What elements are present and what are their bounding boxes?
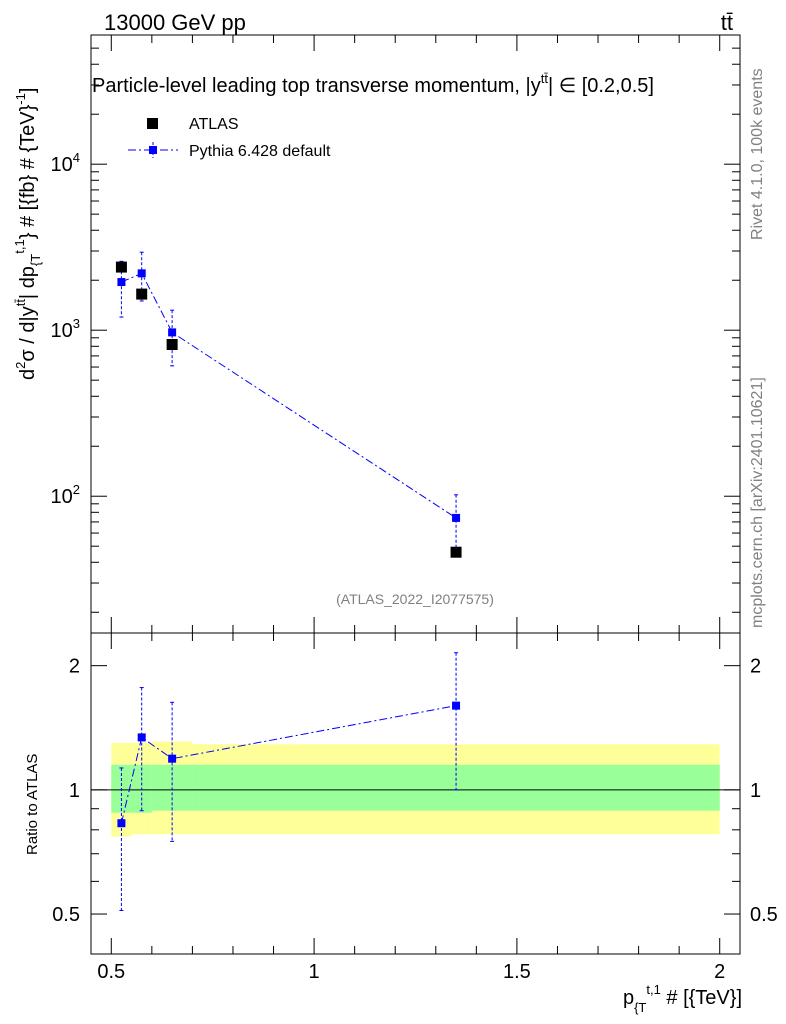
atlas-point xyxy=(450,546,462,558)
atlas-point xyxy=(115,261,127,273)
ratio-tick-label-right: 0.5 xyxy=(750,904,778,926)
data-layer xyxy=(115,251,462,911)
legend-label-atlas: ATLAS xyxy=(189,116,239,133)
pythia-point xyxy=(137,269,146,278)
y-tick-label: 104 xyxy=(51,150,80,176)
legend-label-pythia: Pythia 6.428 default xyxy=(189,143,331,160)
rivet-label: Rivet 4.1.0, 100k events xyxy=(749,68,766,240)
x-axis-label: p{Tt,1 # [{TeV}] xyxy=(623,982,742,1015)
mcplots-label: mcplots.cern.ch [arXiv:2401.10621] xyxy=(749,377,766,628)
y-tick-label: 102 xyxy=(51,482,80,508)
legend: ATLAS Pythia 6.428 default xyxy=(128,116,331,160)
pythia-ratio-point xyxy=(168,754,177,763)
ratio-tick-label-right: 1 xyxy=(750,780,761,802)
ratio-tick-label-right: 2 xyxy=(750,656,761,678)
ratio-y-axis-label: Ratio to ATLAS xyxy=(24,754,41,855)
x-tick-label: 0.5 xyxy=(97,961,125,983)
atlas-point xyxy=(166,339,178,351)
x-tick-label: 1.5 xyxy=(503,961,531,983)
ratio-tick-label: 1 xyxy=(69,780,80,802)
x-tick-label: 1 xyxy=(309,961,320,983)
pythia-point xyxy=(168,328,177,337)
x-tick-label: 2 xyxy=(714,961,725,983)
ratio-panel-frame xyxy=(90,632,741,955)
pythia-ratio-point xyxy=(117,819,126,828)
y-axis-label: d2σ / d|ytt̄| dp{Tt,1} # [{fb} # {TeV}-1… xyxy=(12,88,43,380)
pythia-point xyxy=(452,513,461,522)
energy-label: 13000 GeV pp xyxy=(104,10,246,35)
pythia-ratio-line xyxy=(120,705,457,824)
process-label: tt̄ xyxy=(721,10,733,35)
chart-title: Particle-level leading top transverse mo… xyxy=(92,71,654,97)
ratio-tick-label: 0.5 xyxy=(52,904,80,926)
y-tick-label: 103 xyxy=(51,316,80,342)
pythia-line xyxy=(121,272,457,519)
legend-marker-atlas xyxy=(147,118,158,129)
ratio-bands-layer xyxy=(91,741,740,837)
legend-marker-pythia xyxy=(149,146,157,154)
pythia-point xyxy=(117,278,126,287)
analysis-id: (ATLAS_2022_I2077575) xyxy=(336,591,494,607)
ratio-tick-label: 2 xyxy=(69,656,80,678)
atlas-point xyxy=(136,288,148,300)
pythia-ratio-point xyxy=(137,733,146,742)
pythia-ratio-point xyxy=(452,701,461,710)
ticks-layer: 0.5 1 1.5 2 102 103 104 0.5 0.5 1 1 2 2 xyxy=(51,34,778,983)
